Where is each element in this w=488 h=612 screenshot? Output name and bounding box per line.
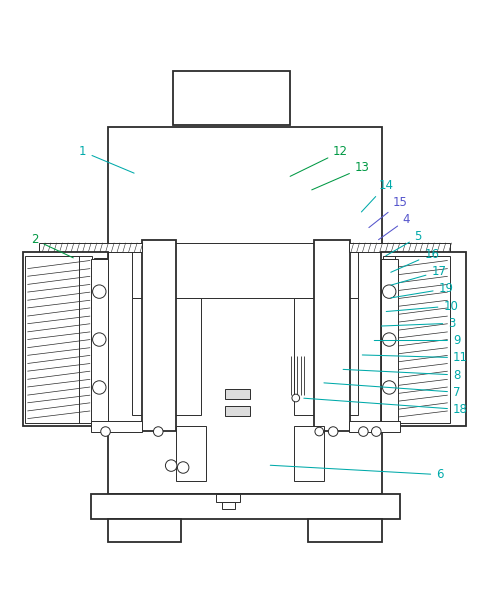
- Circle shape: [153, 427, 163, 436]
- Text: 6: 6: [270, 465, 443, 481]
- Bar: [22, 252, 108, 426]
- Circle shape: [328, 427, 337, 436]
- Bar: [91, 421, 142, 431]
- Text: 17: 17: [390, 265, 446, 285]
- Circle shape: [165, 460, 177, 471]
- Text: 19: 19: [390, 282, 453, 298]
- Text: 11: 11: [362, 351, 467, 364]
- Text: 3: 3: [381, 317, 455, 330]
- Circle shape: [92, 333, 106, 346]
- Circle shape: [382, 381, 395, 394]
- Bar: [91, 259, 108, 423]
- Text: 7: 7: [323, 383, 460, 399]
- Text: 1: 1: [79, 145, 134, 173]
- Text: 13: 13: [311, 162, 369, 190]
- Circle shape: [92, 381, 106, 394]
- Text: 18: 18: [303, 398, 467, 416]
- Circle shape: [382, 285, 395, 298]
- Bar: [293, 298, 357, 416]
- Text: 5: 5: [385, 231, 421, 256]
- Bar: [225, 406, 250, 416]
- Bar: [380, 259, 397, 423]
- Text: 16: 16: [390, 248, 438, 272]
- Bar: [108, 127, 381, 494]
- Text: 14: 14: [361, 179, 393, 212]
- Bar: [142, 240, 176, 431]
- Bar: [293, 427, 323, 482]
- Bar: [380, 252, 466, 426]
- Text: 2: 2: [31, 233, 73, 258]
- Circle shape: [371, 427, 380, 436]
- Bar: [132, 298, 201, 416]
- Bar: [108, 519, 181, 542]
- Bar: [225, 389, 250, 400]
- Circle shape: [358, 427, 367, 436]
- Bar: [307, 519, 381, 542]
- Text: 15: 15: [368, 196, 407, 228]
- Text: 8: 8: [343, 368, 459, 381]
- Circle shape: [101, 427, 110, 436]
- Text: 4: 4: [378, 213, 409, 240]
- Bar: [172, 71, 289, 125]
- Text: 12: 12: [289, 145, 347, 176]
- Circle shape: [92, 285, 106, 298]
- Text: 10: 10: [386, 299, 457, 313]
- Circle shape: [314, 427, 323, 436]
- Bar: [40, 243, 142, 252]
- Circle shape: [382, 333, 395, 346]
- Bar: [382, 256, 448, 424]
- Circle shape: [291, 394, 299, 402]
- Bar: [222, 501, 235, 509]
- Bar: [313, 240, 349, 431]
- Bar: [348, 421, 399, 431]
- Bar: [132, 243, 357, 298]
- Bar: [348, 243, 448, 252]
- Text: 9: 9: [373, 334, 460, 347]
- Bar: [93, 258, 108, 421]
- Bar: [91, 494, 399, 519]
- Bar: [176, 427, 206, 482]
- Bar: [215, 494, 239, 502]
- Bar: [25, 256, 92, 424]
- Circle shape: [177, 461, 188, 473]
